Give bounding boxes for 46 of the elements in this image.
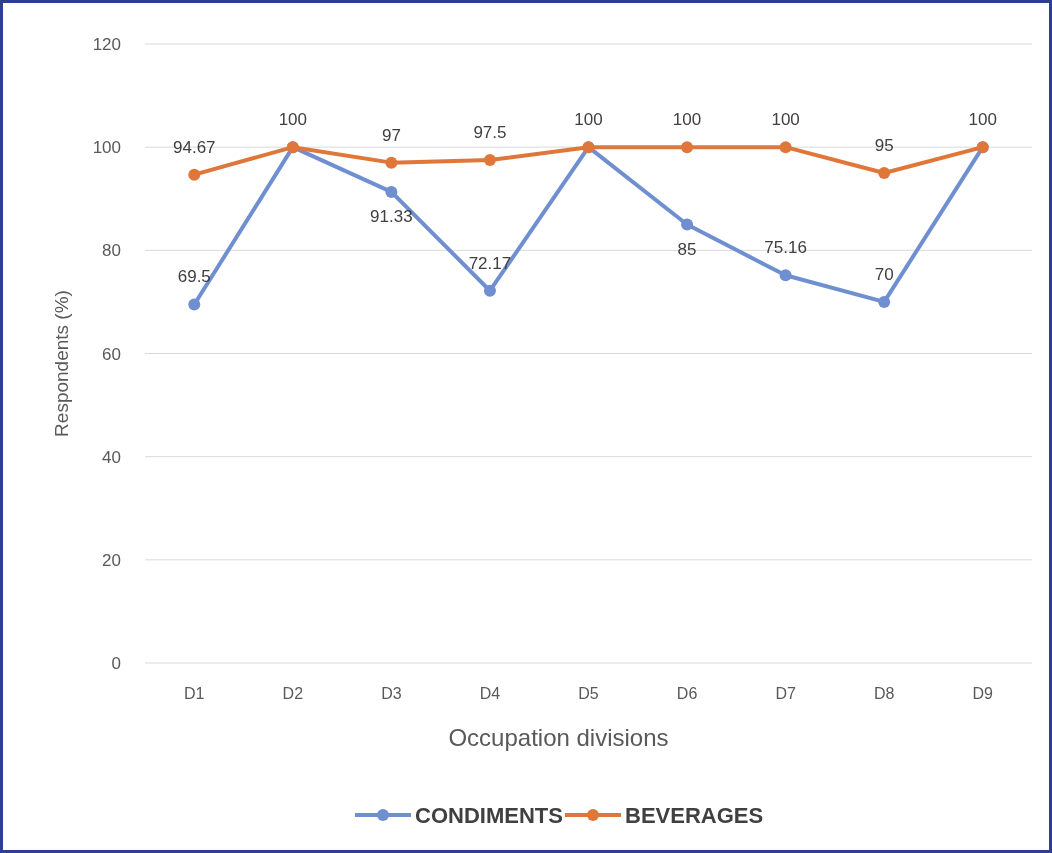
data-label: 100 [672, 110, 702, 130]
y-axis-title: Respondents (%) [51, 290, 72, 437]
x-tick-label: D3 [381, 685, 402, 702]
legend-label: BEVERAGES [625, 803, 764, 828]
point [779, 269, 792, 282]
data-label: 70 [874, 264, 894, 284]
data-label: 94.67 [173, 137, 216, 157]
x-tick-label: D6 [676, 685, 698, 702]
data-label: 97 [381, 125, 401, 145]
point [878, 295, 891, 308]
y-tick-label: 20 [102, 550, 121, 570]
point [385, 185, 398, 198]
data-label: 85 [677, 239, 697, 259]
x-tick-label: D7 [775, 685, 796, 702]
data-label: 75.16 [764, 238, 807, 258]
data-label: 100 [968, 110, 997, 130]
legend-label: CONDIMENTS [415, 803, 563, 828]
x-tick-label: D1 [184, 685, 205, 702]
point [483, 154, 496, 167]
y-tick-label: 120 [92, 35, 121, 54]
data-label: 100 [278, 110, 308, 130]
data-label: 69.5 [177, 267, 211, 287]
point [681, 218, 694, 231]
data-label: 100 [574, 110, 603, 130]
y-tick-label: 60 [102, 344, 121, 364]
point [878, 166, 891, 179]
x-tick-label: D9 [972, 685, 994, 702]
x-tick-label: D8 [873, 685, 895, 702]
x-axis-title: Occupation divisions [448, 724, 669, 751]
data-label: 95 [874, 135, 894, 155]
point [681, 141, 694, 154]
y-tick-label: 40 [102, 447, 121, 467]
x-tick-label: D4 [479, 685, 501, 702]
y-tick-label: 0 [111, 654, 121, 673]
data-label: 97.5 [473, 123, 507, 143]
point [779, 141, 792, 154]
data-label: 100 [771, 110, 800, 130]
point [385, 156, 398, 169]
point [188, 298, 201, 311]
x-tick-label: D2 [282, 685, 304, 702]
y-tick-label: 80 [102, 241, 121, 261]
point [188, 168, 201, 181]
data-label: 91.33 [370, 206, 413, 226]
point [483, 284, 496, 297]
y-tick-label: 100 [92, 138, 121, 158]
x-tick-label: D5 [578, 685, 599, 702]
